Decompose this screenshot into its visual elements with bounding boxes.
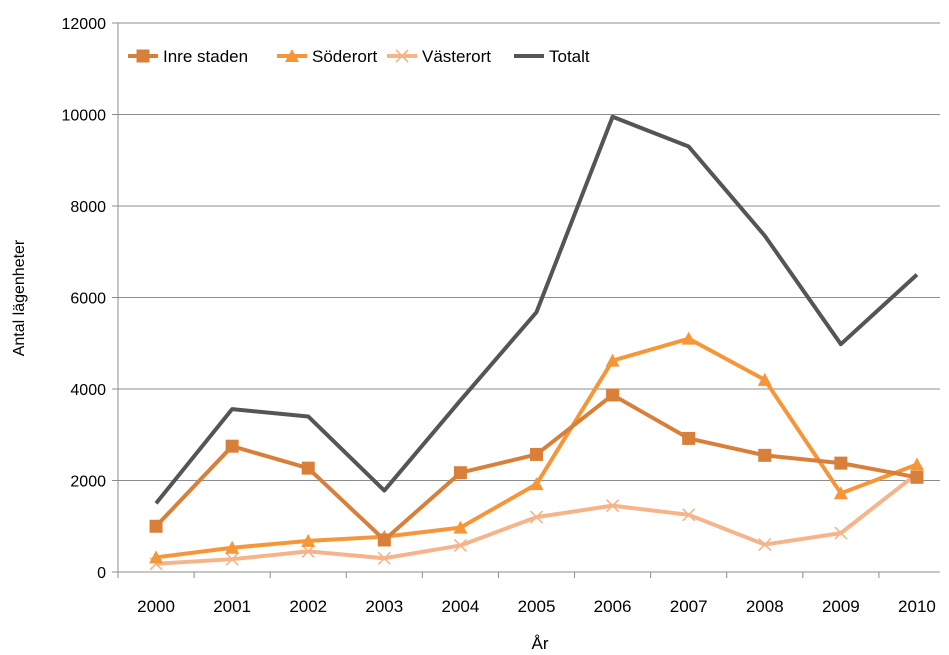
axes	[112, 22, 940, 578]
legend-label: Totalt	[549, 47, 590, 66]
y-tick-label: 12000	[62, 16, 107, 33]
triangle-marker	[833, 486, 848, 500]
legend-item: Totalt	[514, 47, 590, 66]
x-tick-label: 2000	[137, 597, 175, 616]
x-tick-label: 2005	[518, 597, 556, 616]
triangle-marker	[757, 372, 772, 386]
y-tick-label: 6000	[70, 291, 106, 308]
x-tick-label: 2007	[670, 597, 708, 616]
square-marker	[225, 439, 239, 453]
legend-item: Inre staden	[128, 47, 248, 66]
y-tick-label: 10000	[62, 108, 107, 125]
triangle-marker	[301, 533, 316, 547]
y-tick-label: 4000	[70, 382, 106, 399]
x-tick-labels: 2000 2001 2002 2003 2004 2005 2006 2007 2008 2009…	[137, 597, 936, 616]
square-marker	[758, 448, 772, 462]
series-line-3	[154, 114, 919, 505]
x-marker	[395, 49, 409, 63]
x-tick-label: 2004	[441, 597, 479, 616]
square-marker	[136, 49, 150, 63]
square-marker	[301, 461, 315, 475]
legend-label: Inre staden	[163, 47, 248, 66]
square-marker	[606, 388, 620, 402]
y-axis-title: Antal lägenheter	[11, 239, 28, 356]
legend-label: Västerort	[422, 47, 491, 66]
x-marker	[606, 499, 620, 513]
triangle-marker	[909, 457, 924, 471]
triangle-marker	[149, 550, 164, 564]
y-tick-label: 0	[97, 565, 106, 582]
x-tick-label: 2010	[898, 597, 936, 616]
y-tick-label: 8000	[70, 199, 106, 216]
x-axis-title: År	[532, 634, 549, 653]
x-marker	[453, 538, 467, 553]
x-marker	[225, 552, 239, 566]
x-marker	[682, 508, 696, 522]
triangle-marker	[681, 331, 696, 345]
triangle-marker	[225, 540, 240, 554]
x-tick-label: 2009	[822, 597, 860, 616]
series-lines	[154, 114, 919, 566]
square-marker	[682, 431, 696, 445]
square-marker	[530, 447, 543, 461]
x-tick-label: 2001	[213, 597, 251, 616]
x-marker	[834, 526, 848, 540]
triangle-marker	[605, 353, 620, 367]
x-marker	[758, 537, 772, 552]
series-markers	[149, 331, 924, 571]
square-marker	[377, 533, 391, 547]
y-tick-labels: 0 2000 4000 6000 8000 10000 12000	[62, 16, 107, 582]
x-marker	[529, 510, 544, 524]
legend-item: Västerort	[387, 47, 491, 66]
square-marker	[453, 466, 467, 480]
gridlines	[118, 22, 940, 481]
square-marker	[910, 470, 924, 484]
x-tick-label: 2002	[289, 597, 327, 616]
legend: Inre staden Söderort Västerort Totalt	[128, 47, 590, 66]
triangle-marker	[285, 49, 299, 62]
x-tick-label: 2008	[746, 597, 784, 616]
x-tick-label: 2006	[594, 597, 632, 616]
square-marker	[834, 456, 848, 470]
x-marker	[301, 544, 315, 558]
x-marker	[377, 551, 391, 565]
x-tick-label: 2003	[365, 597, 403, 616]
square-marker	[149, 519, 163, 533]
legend-item: Söderort	[277, 47, 377, 66]
triangle-marker	[453, 520, 468, 534]
legend-label: Söderort	[312, 47, 377, 66]
y-tick-label: 2000	[70, 474, 106, 491]
triangle-marker	[529, 477, 544, 491]
